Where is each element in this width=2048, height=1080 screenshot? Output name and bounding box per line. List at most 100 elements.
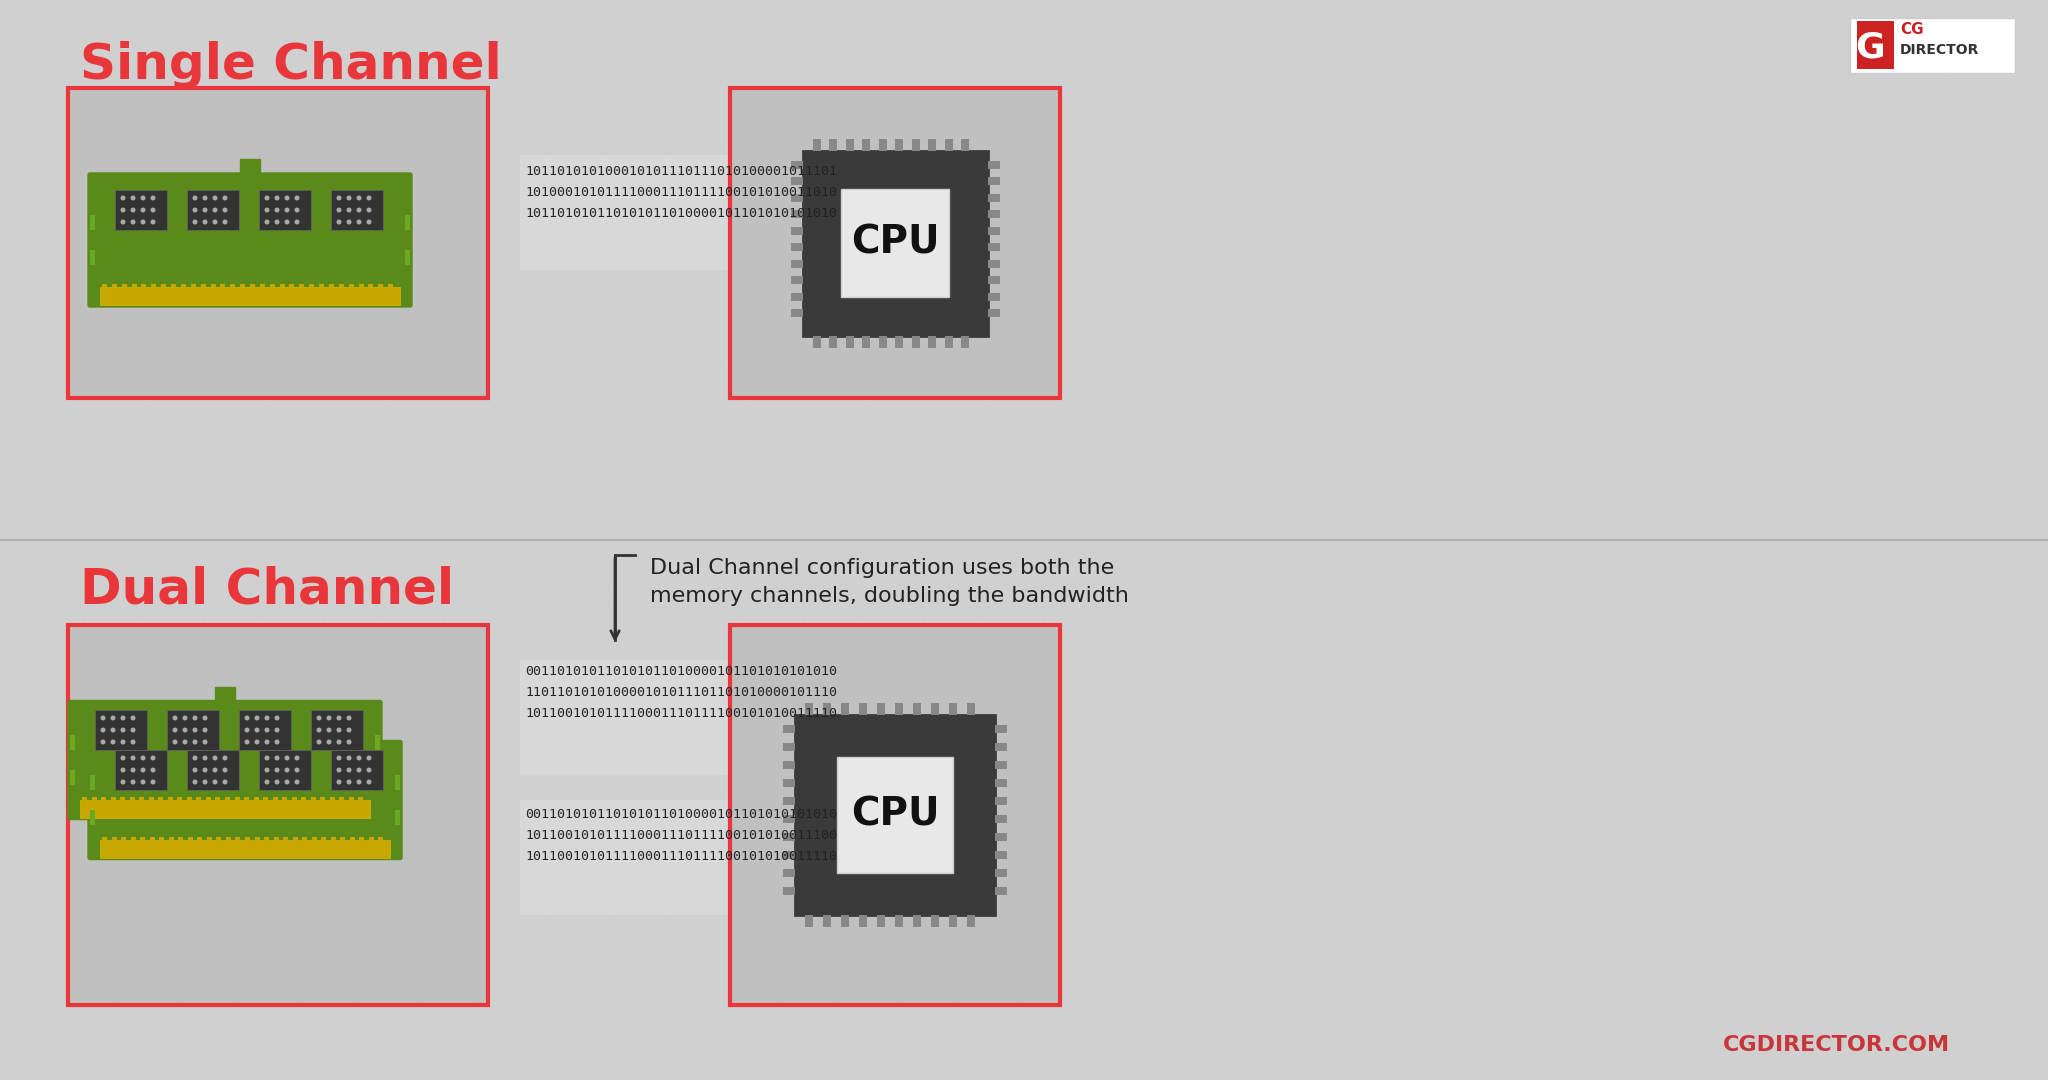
Circle shape	[264, 715, 270, 720]
Bar	[111, 837, 117, 841]
Bar	[782, 851, 795, 859]
Bar	[813, 336, 821, 348]
Bar	[877, 703, 885, 715]
Circle shape	[111, 715, 115, 720]
FancyBboxPatch shape	[795, 715, 995, 915]
Bar	[311, 797, 315, 801]
Bar	[225, 837, 231, 841]
Bar	[395, 775, 399, 789]
Bar	[319, 797, 326, 801]
Bar	[395, 810, 399, 825]
Circle shape	[274, 715, 279, 720]
Circle shape	[193, 195, 197, 201]
Bar	[291, 797, 297, 801]
Text: Single Channel: Single Channel	[80, 41, 502, 89]
Circle shape	[264, 740, 270, 744]
Bar	[358, 797, 362, 801]
Circle shape	[336, 219, 342, 225]
Text: Dual Channel: Dual Channel	[80, 566, 455, 615]
Circle shape	[285, 219, 289, 225]
Bar	[987, 177, 999, 185]
Bar	[389, 284, 393, 289]
Circle shape	[295, 780, 299, 784]
Circle shape	[213, 780, 217, 784]
Circle shape	[336, 207, 342, 213]
Circle shape	[264, 195, 270, 201]
Bar	[270, 284, 274, 289]
Bar	[829, 138, 838, 150]
FancyBboxPatch shape	[1849, 18, 2015, 73]
Bar	[995, 869, 1008, 877]
Bar	[791, 243, 803, 251]
Bar	[311, 837, 317, 841]
Bar	[100, 797, 106, 801]
Bar	[90, 249, 94, 265]
Circle shape	[264, 207, 270, 213]
Bar	[895, 703, 903, 715]
Bar	[162, 284, 166, 289]
Circle shape	[203, 207, 207, 213]
Circle shape	[150, 780, 156, 784]
FancyBboxPatch shape	[520, 156, 891, 270]
Bar	[791, 210, 803, 218]
Bar	[139, 837, 145, 841]
Bar	[322, 837, 326, 841]
Circle shape	[367, 756, 371, 760]
Circle shape	[274, 756, 279, 760]
Circle shape	[131, 768, 135, 772]
Circle shape	[274, 195, 279, 201]
Circle shape	[111, 740, 115, 744]
Circle shape	[264, 768, 270, 772]
Circle shape	[336, 756, 342, 760]
Bar	[961, 336, 969, 348]
Bar	[782, 833, 795, 841]
Bar	[250, 284, 256, 289]
Circle shape	[172, 740, 178, 744]
Bar	[987, 227, 999, 234]
Bar	[303, 837, 307, 841]
Bar	[987, 210, 999, 218]
Circle shape	[264, 219, 270, 225]
Bar	[131, 837, 135, 841]
Circle shape	[131, 756, 135, 760]
Bar	[877, 915, 885, 927]
Circle shape	[295, 756, 299, 760]
Circle shape	[346, 728, 352, 732]
Bar	[791, 259, 803, 268]
Circle shape	[356, 195, 362, 201]
Circle shape	[193, 756, 197, 760]
Bar	[791, 309, 803, 318]
Bar	[823, 703, 831, 715]
Circle shape	[336, 768, 342, 772]
Bar	[92, 797, 96, 801]
Bar	[348, 797, 354, 801]
Bar	[995, 833, 1008, 841]
Bar	[236, 837, 240, 841]
Bar	[301, 797, 307, 801]
Bar	[150, 837, 156, 841]
Circle shape	[285, 207, 289, 213]
Circle shape	[223, 195, 227, 201]
FancyBboxPatch shape	[68, 701, 383, 820]
Text: G: G	[1855, 30, 1884, 64]
Circle shape	[356, 756, 362, 760]
Bar	[846, 138, 854, 150]
Circle shape	[244, 728, 250, 732]
Bar	[987, 259, 999, 268]
FancyBboxPatch shape	[88, 741, 401, 860]
Circle shape	[141, 195, 145, 201]
Bar	[121, 837, 127, 841]
Bar	[948, 703, 956, 715]
Circle shape	[213, 219, 217, 225]
Bar	[80, 799, 371, 818]
Bar	[289, 284, 295, 289]
Bar	[178, 797, 182, 801]
Circle shape	[346, 715, 352, 720]
Bar	[928, 336, 936, 348]
Circle shape	[223, 780, 227, 784]
Circle shape	[346, 768, 352, 772]
Circle shape	[223, 207, 227, 213]
Bar	[406, 215, 410, 230]
Bar	[791, 161, 803, 168]
Circle shape	[336, 715, 342, 720]
